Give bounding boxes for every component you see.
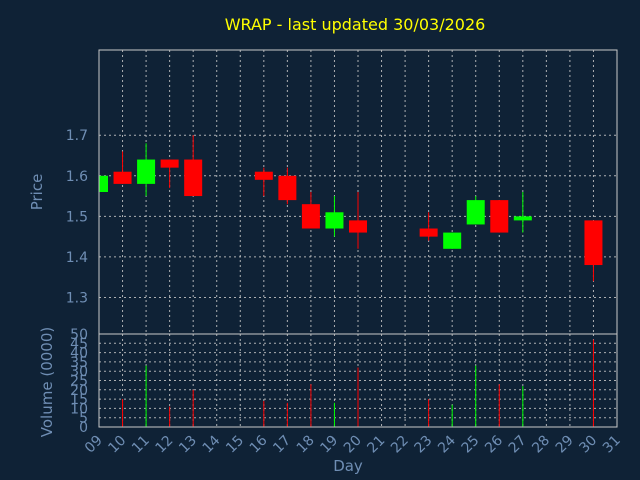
candle-body (513, 216, 532, 221)
volume-tick-label: 25 (70, 374, 88, 390)
volume-tick-label: 30 (70, 364, 88, 380)
x-tick-label: 22 (388, 433, 412, 457)
chart-title: WRAP - last updated 30/03/2026 (225, 15, 486, 34)
candle-body (278, 175, 297, 201)
x-tick-label: 24 (435, 432, 459, 456)
volume-tick-label: 45 (70, 336, 88, 352)
candle-body (184, 159, 203, 197)
x-tick-label: 17 (270, 433, 294, 457)
candle-body (443, 232, 462, 249)
candle-body (160, 159, 179, 168)
candle-body (301, 204, 320, 229)
x-tick-label: 09 (82, 433, 106, 457)
x-tick-label: 26 (482, 432, 506, 456)
x-tick-label: 31 (600, 433, 624, 457)
x-tick-label: 19 (317, 433, 341, 457)
volume-tick-label: 10 (70, 401, 88, 417)
volume-bars (122, 339, 594, 427)
volume-tick-label: 0 (79, 420, 88, 436)
candle-body (113, 171, 132, 184)
x-tick-label: 27 (506, 433, 530, 457)
candle-body (419, 228, 438, 237)
x-tick-label: 25 (459, 433, 483, 457)
x-tick-label: 13 (176, 433, 200, 457)
x-tick-label: 29 (553, 433, 577, 457)
x-tick-label: 11 (129, 433, 153, 457)
volume-tick-label: 40 (70, 346, 88, 362)
x-tick-label: 20 (341, 433, 365, 457)
volume-tick-label: 35 (70, 355, 88, 371)
x-tick-label: 18 (294, 433, 318, 457)
price-tick-label: 1.4 (66, 250, 88, 266)
volume-panel-frame (98, 333, 618, 428)
x-tick-label: 10 (105, 433, 129, 457)
x-tick-label: 16 (247, 432, 271, 456)
x-axis-ticks: 09 10 11 12 13 14 15 16 17 18 19 20 21 22 23 24 25 26 27 28… (82, 432, 624, 456)
price-y-ticks: 1.3 1.4 1.5 1.6 1.7 (66, 128, 88, 306)
price-tick-label: 1.6 (66, 169, 88, 185)
volume-tick-label: 15 (70, 392, 88, 408)
volume-tick-label: 20 (70, 383, 88, 399)
price-tick-label: 1.7 (66, 128, 88, 144)
candle-body (137, 159, 156, 184)
price-axis-label: Price (28, 174, 46, 211)
x-tick-label: 15 (223, 433, 247, 457)
candle-body (490, 200, 509, 233)
volume-axis-label: Volume (0000) (38, 327, 56, 437)
candle-body (254, 171, 273, 180)
candle-body (349, 220, 367, 233)
x-axis-label: Day (333, 457, 363, 475)
candle-body (99, 175, 108, 192)
candle-body (466, 200, 485, 225)
x-tick-label: 28 (529, 433, 553, 457)
x-tick-label: 21 (364, 433, 388, 457)
price-tick-label: 1.5 (66, 209, 88, 225)
x-tick-label: 23 (412, 433, 436, 457)
candle-body (584, 220, 603, 266)
candle-body (325, 212, 344, 229)
x-tick-label: 12 (153, 433, 177, 457)
x-tick-label: 30 (576, 433, 600, 457)
volume-tick-label: 50 (70, 327, 88, 343)
volume-tick-label: 5 (79, 411, 88, 427)
x-tick-label: 14 (200, 432, 224, 456)
price-tick-label: 1.3 (66, 290, 88, 306)
price-candles (98, 135, 603, 282)
